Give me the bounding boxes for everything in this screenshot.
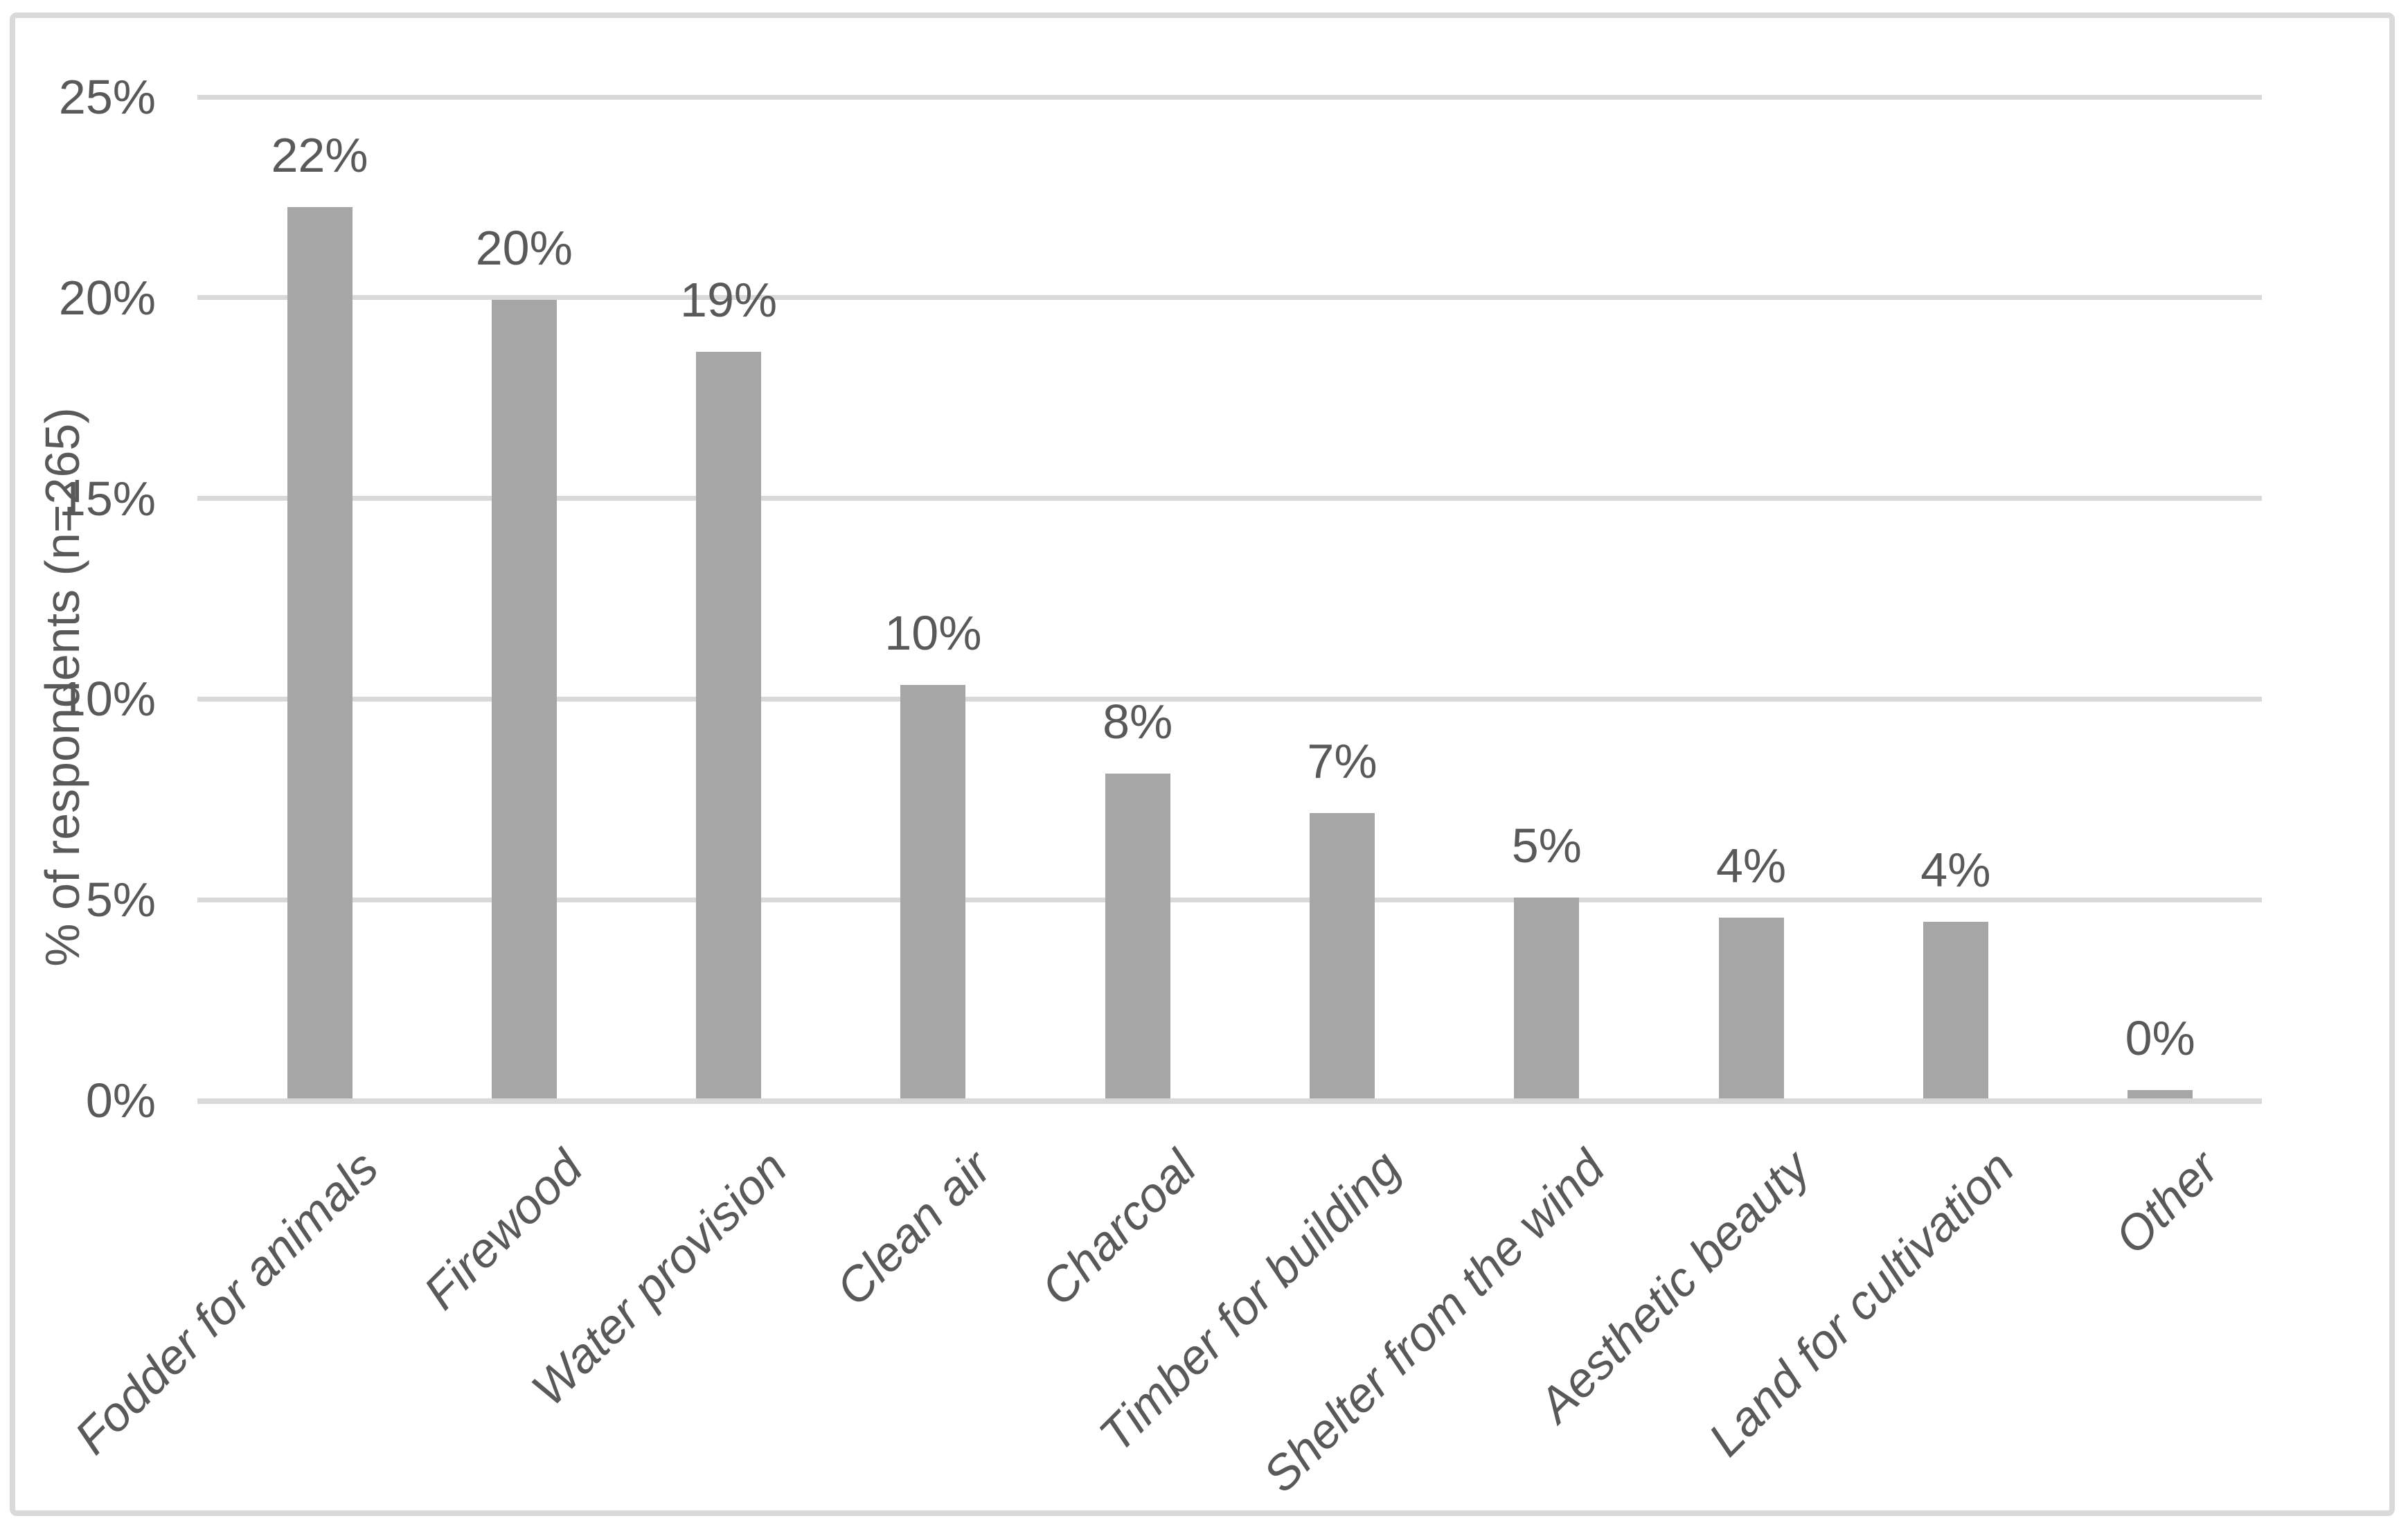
gridline-15pct (197, 496, 2262, 501)
bar-value-label-clean-air: 10% (884, 606, 982, 660)
bar-aesthetic-beauty (1718, 918, 1784, 1098)
gridline-10pct (197, 696, 2262, 702)
gridline-25pct (197, 94, 2262, 100)
y-tick-label-25pct: 25% (58, 70, 156, 124)
bar-charcoal (1105, 773, 1170, 1098)
bar-clean-air (900, 685, 966, 1098)
bar-firewood (491, 299, 557, 1098)
bar-value-label-other: 0% (2125, 1011, 2195, 1066)
y-tick-label-20pct: 20% (58, 270, 156, 325)
bar-land-for-cultivation (1923, 921, 1988, 1098)
bar-value-label-charcoal: 8% (1103, 694, 1173, 749)
bar-fodder-for-animals (287, 207, 353, 1098)
bar-value-label-fodder-for-animals: 22% (271, 128, 368, 183)
chart-frame-border (10, 12, 2395, 1516)
x-axis-line (197, 1098, 2262, 1104)
y-tick-label-15pct: 15% (58, 471, 156, 526)
bar-value-label-shelter-from-the-wind: 5% (1511, 819, 1582, 873)
gridline-20pct (197, 295, 2262, 301)
bar-timber-for-building (1310, 813, 1375, 1098)
bar-other (2128, 1090, 2193, 1098)
bar-value-label-firewood: 20% (475, 220, 573, 275)
bar-value-label-aesthetic-beauty: 4% (1716, 839, 1787, 893)
bar-water-provision (696, 351, 762, 1098)
bar-value-label-timber-for-building: 7% (1307, 734, 1377, 789)
bar-shelter-from-the-wind (1514, 898, 1580, 1098)
bar-value-label-land-for-cultivation: 4% (1920, 842, 1991, 897)
y-tick-label-5pct: 5% (85, 873, 156, 927)
bar-value-label-water-provision: 19% (680, 272, 778, 327)
y-tick-label-10pct: 10% (58, 672, 156, 726)
gridline-5pct (197, 897, 2262, 902)
y-tick-label-0pct: 0% (85, 1073, 156, 1127)
